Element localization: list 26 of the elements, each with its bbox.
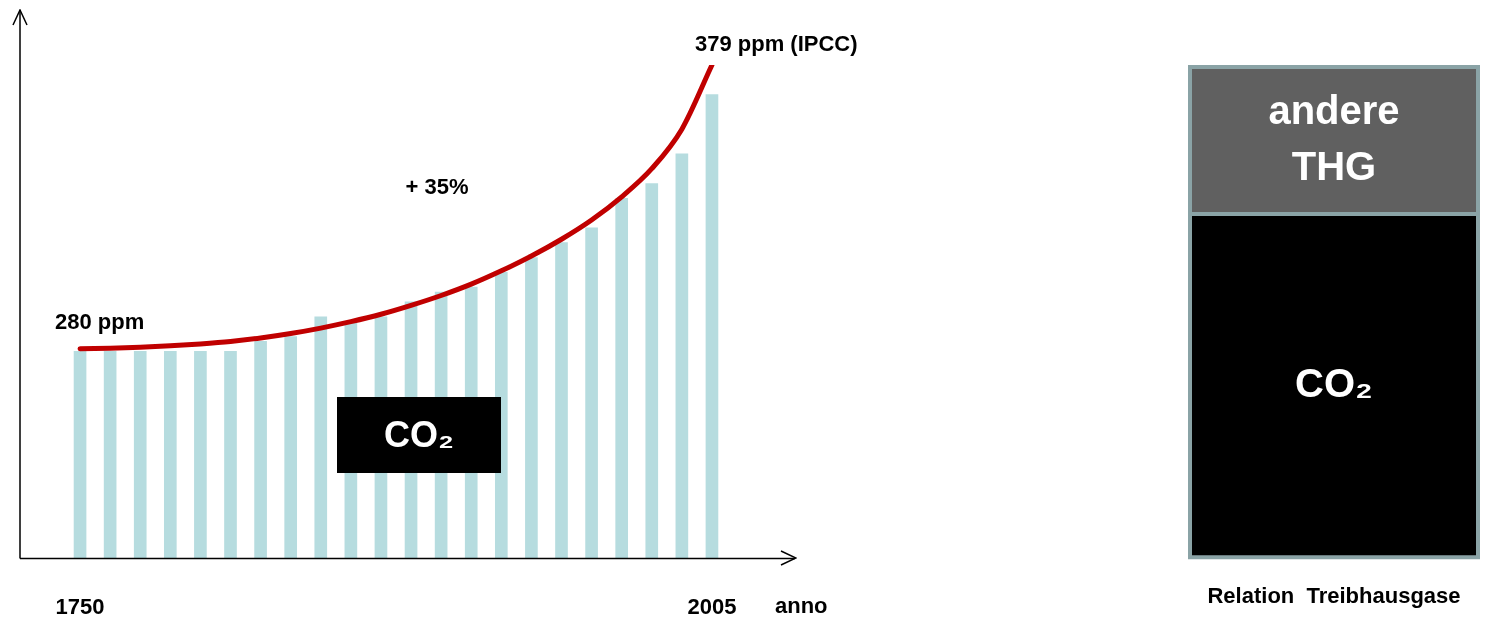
x-axis-title: anno — [775, 593, 828, 619]
bar — [645, 183, 659, 559]
bar — [254, 341, 267, 559]
bar — [194, 350, 207, 559]
bar — [103, 350, 117, 559]
bar — [585, 227, 598, 559]
bar — [525, 257, 538, 559]
x-tick-label: 1750 — [55, 593, 105, 619]
annotation: + 35% — [405, 174, 469, 200]
x-axis-title: Relation Treibhausgase — [1207, 582, 1461, 608]
bar — [555, 242, 568, 559]
bar — [705, 94, 719, 559]
annotation: 280 ppm — [55, 309, 145, 335]
series-label: CO₂ — [1295, 360, 1373, 405]
bar — [615, 197, 629, 559]
bar — [675, 153, 689, 559]
bar — [163, 350, 177, 559]
bar — [284, 336, 298, 559]
text: 379 ppm (IPCC) — [695, 31, 858, 57]
bar — [133, 350, 147, 559]
bar — [314, 316, 328, 559]
series-label: andere THG — [1268, 87, 1400, 188]
bar — [224, 350, 237, 559]
bar — [73, 350, 87, 559]
x-tick-label: 2005 — [687, 593, 737, 619]
annotation: CO₂ — [384, 413, 454, 455]
